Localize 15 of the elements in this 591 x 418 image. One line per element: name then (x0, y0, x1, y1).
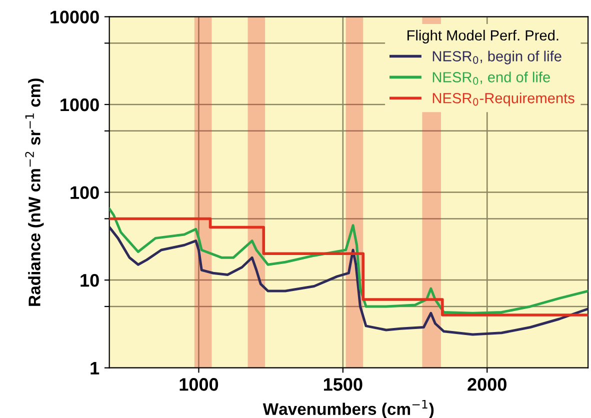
legend-label: NESR$_{0}$-Requirements (432, 92, 574, 106)
x-axis-title: Wavenumbers (cm$^{−1}$) (262, 400, 434, 418)
y-tick-label: 100 (70, 186, 99, 199)
x-tick-label: 2000 (468, 378, 506, 391)
legend-label: NESR$_{0}$, begin of life (432, 50, 562, 64)
y-tick-label: 10 (80, 274, 99, 287)
legend-title: Flight Model Perf. Pred. (408, 30, 558, 44)
legend-label: NESR$_{0}$, end of life (432, 72, 550, 85)
x-tick-label: 1500 (324, 378, 362, 391)
y-tick-label: 1000 (60, 98, 99, 112)
line-series (109, 226, 588, 336)
x-tick-label: 1000 (180, 378, 218, 391)
y-tick-label: 1 (90, 362, 100, 374)
y-axis-title: Radiance (nW cm$^{−2}$ sr$^{−1}$ cm) (25, 78, 44, 306)
y-tick-label: 10000 (50, 10, 99, 24)
